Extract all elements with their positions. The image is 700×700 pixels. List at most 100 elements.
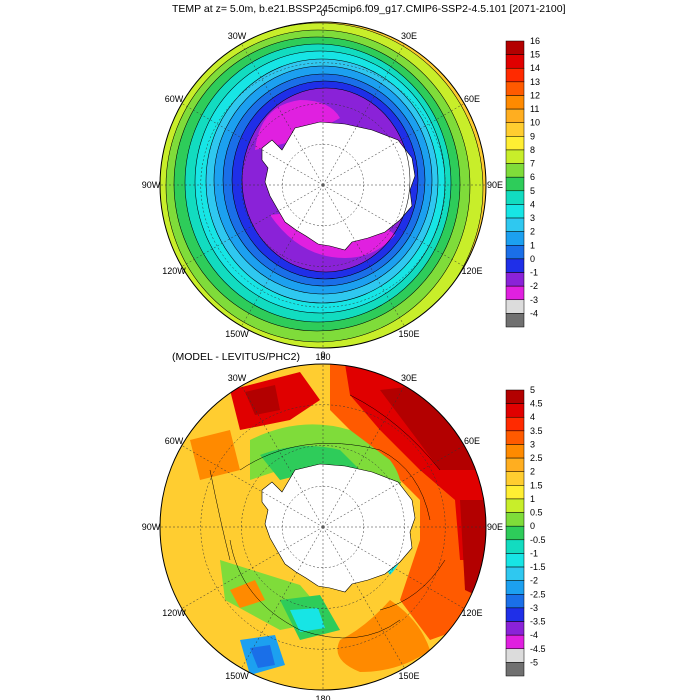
colorbar-swatch <box>505 108 525 123</box>
longitude-label: 60E <box>464 436 480 446</box>
longitude-label: 150W <box>225 671 249 681</box>
colorbar-swatch <box>505 525 525 541</box>
colorbar-label: 13 <box>530 77 540 87</box>
colorbar-swatch <box>505 648 525 663</box>
colorbar-swatch <box>505 285 525 301</box>
colorbar-label: 3.5 <box>530 426 543 436</box>
longitude-label: 90W <box>142 180 161 190</box>
bottom-colorbar: 5 4.5 4 3.5 3 2.5 2 1.5 1 0.5 0 -0.5 -1 -1.5 -2 -2.5 -3 -… <box>505 385 546 677</box>
colorbar-label: -4.5 <box>530 644 546 654</box>
colorbar-swatch <box>505 40 525 55</box>
colorbar-swatch <box>505 553 525 568</box>
longitude-label: 30E <box>401 31 417 41</box>
bottom-map-border <box>159 363 487 691</box>
colorbar-label: 5 <box>530 385 535 395</box>
colorbar-label: -3 <box>530 295 538 305</box>
colorbar-swatch <box>505 485 525 500</box>
colorbar-label: -1 <box>530 548 538 558</box>
colorbar-swatch <box>505 231 525 246</box>
colorbar-label: -4 <box>530 308 538 318</box>
top-map <box>160 22 486 348</box>
longitude-label: 90W <box>142 522 161 532</box>
longitude-label: 0 <box>320 8 325 18</box>
colorbar-label: -2.5 <box>530 589 546 599</box>
colorbar-label: 2 <box>530 467 535 477</box>
colorbar-label: 2 <box>530 227 535 237</box>
colorbar-label: 4 <box>530 199 535 209</box>
colorbar-swatch <box>505 539 525 554</box>
colorbar-label: 3 <box>530 213 535 223</box>
bottom-contour-lines <box>209 394 446 639</box>
colorbar-label: 5 <box>530 186 535 196</box>
colorbar-swatch <box>505 566 525 581</box>
colorbar-label: -4 <box>530 630 538 640</box>
top-longitude-labels: 0 30E 60E 90E 120E 150E 180 150W 120W 90W 60W 30W <box>142 8 503 362</box>
colorbar-swatch <box>505 634 525 650</box>
colorbar-swatch <box>505 176 525 192</box>
top-contour-lines <box>160 22 484 348</box>
top-graticule <box>160 22 486 348</box>
colorbar-label: -0.5 <box>530 535 546 545</box>
longitude-label: 30E <box>401 373 417 383</box>
colorbar-swatch <box>505 149 525 164</box>
colorbar-swatch <box>505 457 525 472</box>
colorbar-label: -3 <box>530 603 538 613</box>
colorbar-label: 4.5 <box>530 399 543 409</box>
colorbar-swatch <box>505 245 525 260</box>
colorbar-label: 6 <box>530 172 535 182</box>
longitude-label: 120W <box>162 266 186 276</box>
colorbar-label: -3.5 <box>530 617 546 627</box>
longitude-label: 120E <box>461 608 482 618</box>
colorbar-label: 7 <box>530 159 535 169</box>
colorbar-label: 14 <box>530 63 540 73</box>
longitude-label: 90E <box>487 180 503 190</box>
colorbar-swatch <box>505 67 525 83</box>
colorbar-label: 0.5 <box>530 508 543 518</box>
colorbar-label: 1 <box>530 240 535 250</box>
colorbar-label: 12 <box>530 90 540 100</box>
colorbar-swatch <box>505 471 525 486</box>
longitude-label: 0 <box>320 350 325 360</box>
longitude-label: 180 <box>315 694 330 700</box>
colorbar-label: -2 <box>530 576 538 586</box>
colorbar-swatch <box>505 122 525 137</box>
colorbar-swatch <box>505 217 525 232</box>
top-antarctica-landmass <box>261 121 416 251</box>
colorbar-swatch <box>505 580 525 595</box>
colorbar-swatch <box>505 258 525 273</box>
colorbar-label: 9 <box>530 131 535 141</box>
longitude-label: 60E <box>464 94 480 104</box>
longitude-label: 60W <box>165 94 184 104</box>
colorbar-swatch <box>505 607 525 622</box>
longitude-label: 90E <box>487 522 503 532</box>
colorbar-label: 8 <box>530 145 535 155</box>
colorbar-swatch <box>505 272 525 287</box>
colorbar-label: 0 <box>530 254 535 264</box>
longitude-label: 120E <box>461 266 482 276</box>
bottom-longitude-labels: 0 30E 60E 90E 120E 150E 180 150W 120W 90W 60W 30W <box>142 350 503 700</box>
colorbar-label: 4 <box>530 412 535 422</box>
longitude-label: 150W <box>225 329 249 339</box>
colorbar-swatch <box>505 136 525 151</box>
colorbar-label: 1 <box>530 494 535 504</box>
colorbar-label: 0 <box>530 521 535 531</box>
colorbar-label: 10 <box>530 118 540 128</box>
colorbar-swatch <box>505 430 525 445</box>
colorbar-swatch <box>505 403 525 418</box>
longitude-label: 60W <box>165 436 184 446</box>
top-title: TEMP at z= 5.0m, b.e21.BSSP245cmip6.f09_… <box>172 3 566 15</box>
colorbar-swatch <box>505 389 525 404</box>
colorbar-label: 3 <box>530 439 535 449</box>
colorbar-swatch <box>505 512 525 527</box>
longitude-label: 30W <box>228 373 247 383</box>
longitude-label: 180 <box>315 352 330 362</box>
colorbar-swatch <box>505 190 525 205</box>
colorbar-swatch <box>505 299 525 314</box>
longitude-label: 150E <box>398 329 419 339</box>
colorbar-swatch <box>505 95 525 110</box>
colorbar-label: -2 <box>530 281 538 291</box>
colorbar-swatch <box>505 444 525 459</box>
bottom-title: (MODEL - LEVITUS/PHC2) <box>172 351 300 363</box>
colorbar-swatch <box>505 81 525 96</box>
